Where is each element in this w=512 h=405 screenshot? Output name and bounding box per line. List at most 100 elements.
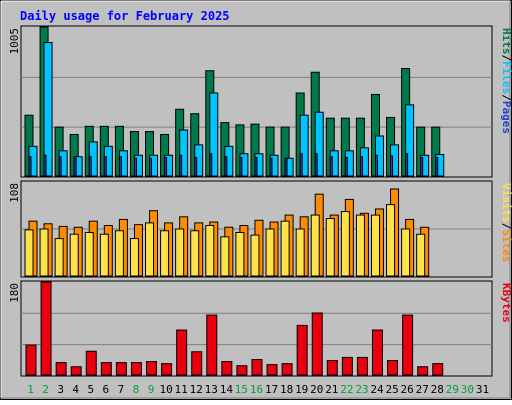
day-label-11: 11 [175, 383, 188, 396]
bar-pages-day-27 [420, 156, 424, 177]
bar-kbytes-day-26 [402, 314, 414, 376]
bar-visits-day-8 [129, 238, 139, 277]
bar-visits-day-9 [145, 222, 155, 277]
day-label-29: 29 [446, 383, 459, 396]
bar-visits-day-13 [205, 225, 215, 277]
bar-pages-day-10 [164, 156, 168, 177]
bar-visits-day-12 [190, 230, 200, 277]
bar-kbytes-day-1 [25, 344, 37, 376]
x-axis-day-labels: 1 2 3 4 5 6 7 8 9 10 11 12 13 14 15 16 17 18 19 20 21 22 23 24 2… [27, 383, 489, 396]
series-kbytes [25, 281, 444, 376]
series-files [28, 42, 445, 177]
bar-visits-day-2 [39, 228, 49, 277]
series-pages [28, 153, 439, 177]
bar-files-day-20 [314, 111, 324, 177]
legend-kbytes: KBytes [500, 283, 512, 323]
panel-pages-files-hits: 1005 Hits/Files/Pages [8, 25, 512, 178]
bar-pages-day-1 [28, 156, 32, 177]
legend-separator: / [500, 223, 512, 230]
bar-pages-day-17 [269, 157, 273, 177]
y-max-label: 1005 [8, 28, 21, 55]
day-label-13: 13 [205, 383, 218, 396]
legend-pages: Pages [500, 101, 512, 134]
bar-pages-day-25 [390, 155, 394, 177]
bar-pages-day-22 [344, 156, 348, 177]
day-label-18: 18 [280, 383, 293, 396]
bar-kbytes-day-12 [191, 351, 203, 376]
bar-pages-day-3 [58, 156, 62, 177]
bar-kbytes-day-9 [146, 361, 158, 376]
series-legend: KBytes [500, 283, 512, 323]
bar-kbytes-day-24 [371, 329, 383, 376]
legend-sites: Sites [500, 229, 512, 262]
bar-pages-day-12 [194, 156, 198, 177]
day-label-22: 22 [340, 383, 353, 396]
bar-pages-day-6 [103, 156, 107, 177]
day-label-28: 28 [431, 383, 444, 396]
chart-title: Daily usage for February 2025 [20, 9, 230, 23]
bar-visits-day-21 [325, 218, 335, 277]
bar-pages-day-2 [43, 154, 47, 177]
legend-visits: Visits [500, 183, 512, 223]
bar-visits-day-3 [54, 238, 64, 277]
panel-visits-sites: 108 Visits/Sites [8, 180, 512, 278]
bar-kbytes-day-21 [326, 360, 338, 376]
day-label-30: 30 [461, 383, 474, 396]
bar-kbytes-day-4 [70, 366, 82, 376]
day-label-16: 16 [250, 383, 263, 396]
day-label-25: 25 [385, 383, 398, 396]
legend-separator: / [500, 94, 512, 101]
bar-kbytes-day-8 [130, 362, 142, 376]
day-label-23: 23 [355, 383, 368, 396]
day-label-15: 15 [235, 383, 248, 396]
bar-visits-day-15 [235, 231, 245, 277]
bar-kbytes-day-16 [251, 359, 263, 376]
bar-kbytes-day-18 [281, 363, 293, 376]
day-label-8: 8 [133, 383, 140, 396]
day-label-21: 21 [325, 383, 338, 396]
bar-kbytes-day-22 [341, 356, 353, 376]
day-label-10: 10 [159, 383, 172, 396]
bar-kbytes-day-17 [266, 364, 278, 376]
legend-hits: Hits [500, 28, 512, 55]
legend-separator: / [500, 55, 512, 62]
bar-kbytes-day-11 [176, 329, 188, 376]
bar-pages-day-13 [209, 153, 213, 177]
bar-pages-day-28 [435, 156, 439, 177]
bar-pages-day-24 [374, 154, 378, 177]
bar-pages-day-23 [359, 156, 363, 177]
bar-visits-day-23 [355, 214, 365, 277]
bar-kbytes-day-3 [55, 362, 67, 376]
legend-files: Files [500, 61, 512, 94]
bar-pages-day-16 [254, 156, 258, 177]
day-label-20: 20 [310, 383, 323, 396]
day-label-14: 14 [220, 383, 234, 396]
series-legend: Visits/Sites [500, 183, 512, 263]
bar-visits-day-22 [340, 211, 350, 277]
bar-visits-day-18 [280, 220, 290, 277]
series-legend: Hits/Files/Pages [500, 28, 512, 134]
day-label-17: 17 [265, 383, 278, 396]
bar-visits-day-17 [265, 228, 275, 277]
bar-visits-day-26 [401, 228, 411, 277]
day-label-6: 6 [103, 383, 110, 396]
bar-kbytes-day-20 [311, 312, 323, 376]
day-label-19: 19 [295, 383, 308, 396]
bar-kbytes-day-15 [236, 365, 248, 376]
bar-visits-day-19 [295, 228, 305, 277]
bar-pages-day-21 [329, 156, 333, 177]
bar-visits-day-27 [416, 233, 426, 277]
bar-visits-day-10 [160, 230, 170, 277]
bar-pages-day-4 [73, 157, 77, 177]
bar-pages-day-20 [314, 153, 318, 177]
bar-kbytes-day-19 [296, 324, 308, 376]
day-label-31: 31 [476, 383, 489, 396]
bar-visits-day-16 [250, 234, 260, 277]
bar-pages-day-15 [239, 156, 243, 177]
day-label-1: 1 [27, 383, 34, 396]
bar-files-day-19 [299, 114, 309, 177]
bar-visits-day-1 [24, 229, 34, 277]
bar-files-day-2 [43, 42, 53, 177]
